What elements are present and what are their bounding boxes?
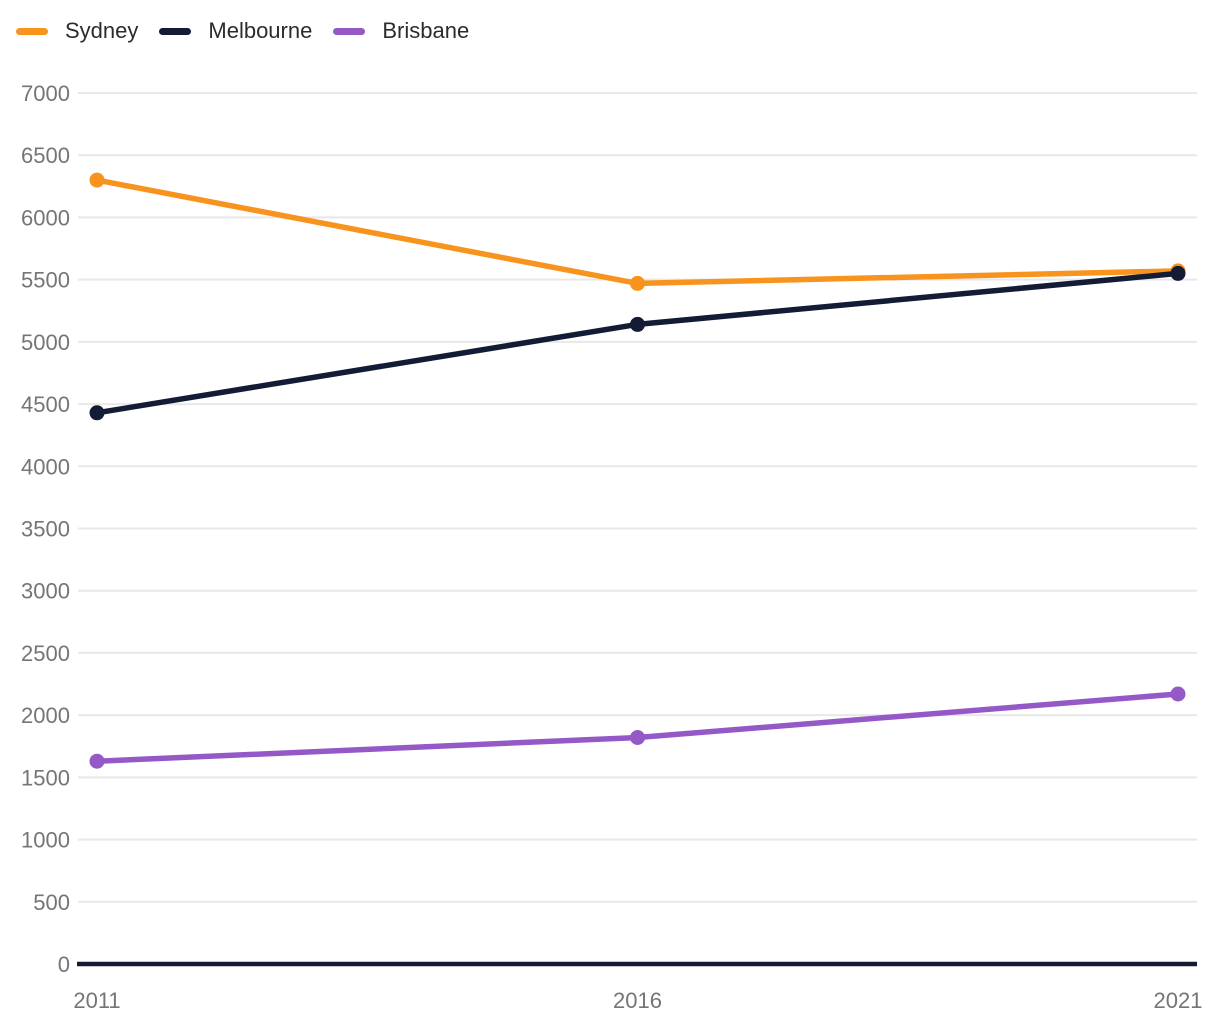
brisbane-point-2011 bbox=[89, 753, 105, 769]
legend-swatch-sydney bbox=[16, 27, 48, 35]
y-tick-label-1500: 1500 bbox=[21, 765, 70, 790]
legend-swatch-brisbane bbox=[333, 27, 366, 35]
y-tick-label-5500: 5500 bbox=[21, 268, 70, 293]
legend-label: Brisbane bbox=[382, 18, 470, 43]
y-tick-label-6000: 6000 bbox=[21, 205, 70, 230]
melbourne-point-2011 bbox=[89, 405, 105, 421]
legend-swatch-melbourne bbox=[159, 27, 192, 35]
y-tick-label-2500: 2500 bbox=[21, 641, 70, 666]
y-tick-label-4000: 4000 bbox=[21, 454, 70, 479]
series-sydney bbox=[89, 172, 1186, 291]
sydney-point-2016 bbox=[630, 275, 645, 291]
series-line-brisbane bbox=[94, 691, 1181, 764]
series-line-sydney bbox=[94, 177, 1181, 287]
y-tick-label-4500: 4500 bbox=[21, 392, 70, 417]
chart-legend: Sydney Melbourne Brisbane bbox=[16, 18, 469, 44]
legend-label: Sydney bbox=[65, 18, 139, 43]
y-tick-label-6500: 6500 bbox=[21, 143, 70, 168]
series-melbourne bbox=[89, 265, 1186, 421]
y-tick-label-0: 0 bbox=[58, 952, 70, 977]
sydney-point-2011 bbox=[89, 172, 105, 188]
x-tick-label-2016: 2016 bbox=[613, 988, 662, 1013]
legend-item-sydney[interactable]: Sydney bbox=[16, 18, 138, 44]
x-axis-labels: 2011 2016 2021 bbox=[73, 988, 1202, 1013]
brisbane-point-2021 bbox=[1170, 686, 1186, 702]
y-tick-label-500: 500 bbox=[33, 890, 70, 915]
legend-item-melbourne[interactable]: Melbourne bbox=[159, 18, 312, 44]
melbourne-point-2016 bbox=[630, 316, 645, 332]
brisbane-point-2016 bbox=[630, 730, 645, 745]
series-line-melbourne bbox=[94, 270, 1181, 416]
y-tick-label-5000: 5000 bbox=[21, 330, 70, 355]
x-tick-label-2011: 2011 bbox=[73, 988, 120, 1013]
y-tick-label-2000: 2000 bbox=[21, 703, 70, 728]
series-brisbane bbox=[89, 686, 1186, 769]
x-tick-label-2021: 2021 bbox=[1154, 988, 1203, 1013]
y-axis-labels: 0 500 1000 1500 2000 2500 3000 3500 4000 4500 5000… bbox=[21, 81, 70, 977]
y-tick-label-3500: 3500 bbox=[21, 517, 70, 542]
y-tick-label-3000: 3000 bbox=[21, 579, 70, 604]
gridlines bbox=[78, 92, 1197, 903]
y-tick-label-7000: 7000 bbox=[21, 81, 70, 106]
legend-label: Melbourne bbox=[208, 18, 313, 43]
legend-item-brisbane[interactable]: Brisbane bbox=[333, 18, 469, 44]
y-tick-label-1000: 1000 bbox=[21, 828, 70, 853]
melbourne-point-2021 bbox=[1170, 265, 1186, 281]
